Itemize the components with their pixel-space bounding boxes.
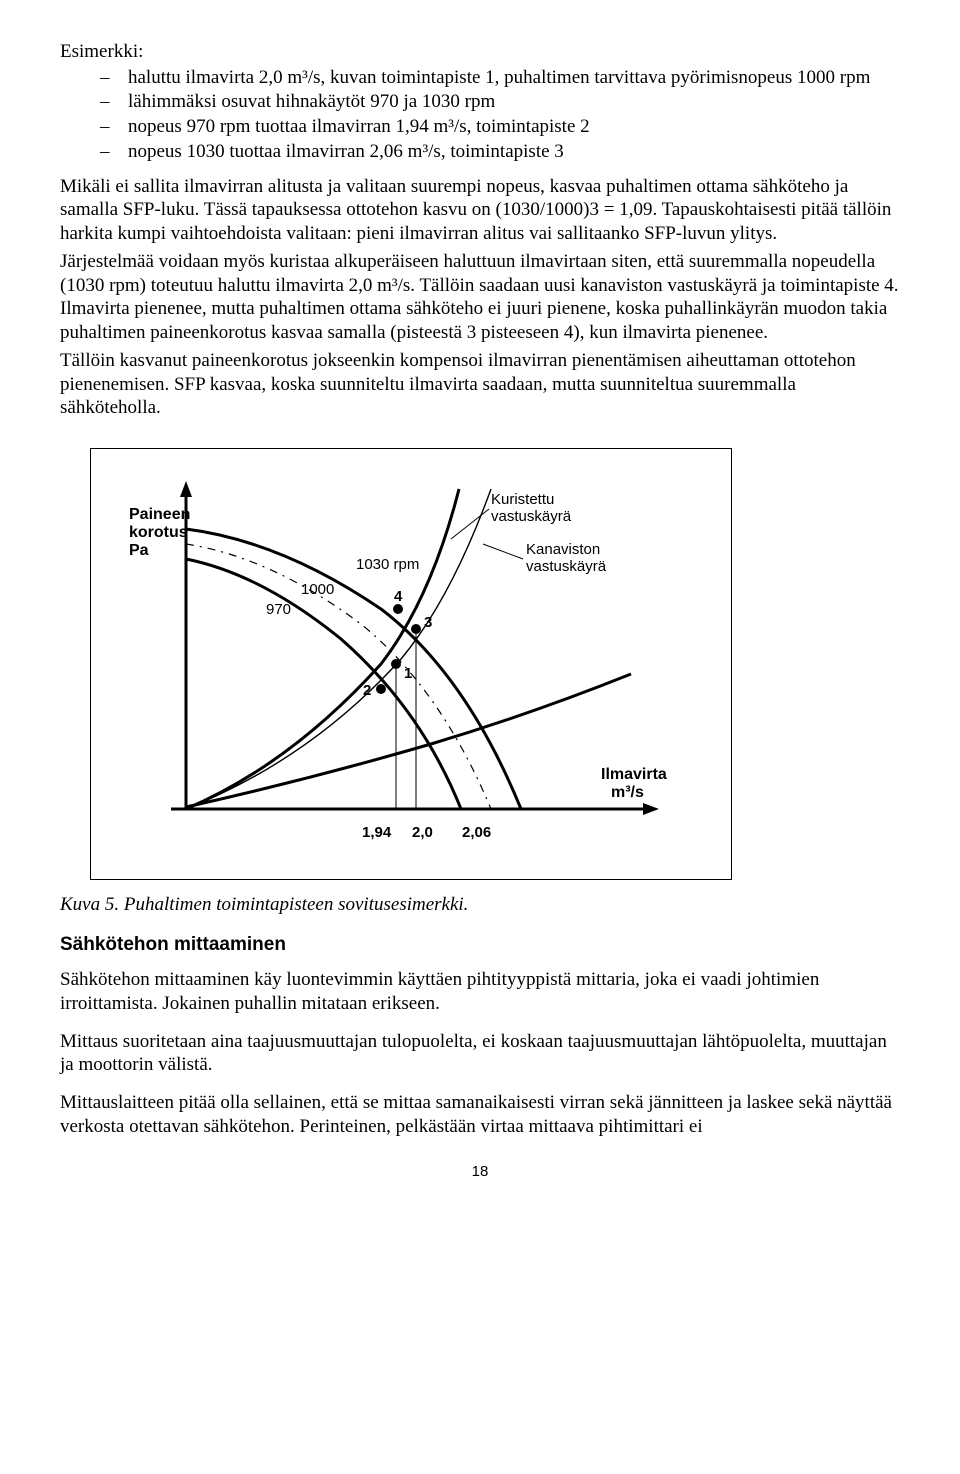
svg-text:970: 970 [266, 601, 291, 618]
svg-text:m³/s: m³/s [611, 784, 644, 801]
bullet-1: haluttu ilmavirta 2,0 m³/s, kuvan toimin… [100, 66, 900, 91]
section-heading: Sähkötehon mittaaminen [60, 934, 900, 956]
svg-text:Ilmavirta: Ilmavirta [601, 766, 667, 783]
svg-text:1030 rpm: 1030 rpm [356, 556, 419, 573]
bullet-4: nopeus 1030 tuottaa ilmavirran 2,06 m³/s… [100, 140, 900, 165]
body-paragraph-6: Mittauslaitteen pitää olla sellainen, et… [60, 1091, 900, 1139]
svg-text:Kuristettu: Kuristettu [491, 491, 554, 508]
example-bullets: haluttu ilmavirta 2,0 m³/s, kuvan toimin… [60, 66, 900, 165]
svg-text:Kanaviston: Kanaviston [526, 541, 600, 558]
svg-text:Paineen: Paineen [129, 506, 190, 523]
svg-text:2,06: 2,06 [462, 824, 491, 841]
svg-text:3: 3 [424, 614, 432, 631]
example-label: Esimerkki: [60, 40, 900, 64]
svg-text:Pa: Pa [129, 542, 149, 559]
svg-text:2,0: 2,0 [412, 824, 433, 841]
svg-text:1000: 1000 [301, 581, 334, 598]
bullet-2: lähimmäksi osuvat hihnakäytöt 970 ja 103… [100, 90, 900, 115]
body-paragraph-5: Mittaus suoritetaan aina taajuusmuuttaja… [60, 1030, 900, 1078]
body-paragraph-1: Mikäli ei sallita ilmavirran alitusta ja… [60, 175, 900, 246]
svg-text:1,94: 1,94 [362, 824, 392, 841]
svg-text:vastuskäyrä: vastuskäyrä [526, 558, 607, 575]
svg-text:korotus: korotus [129, 524, 188, 541]
body-paragraph-3: Tällöin kasvanut paineenkorotus jokseenk… [60, 349, 900, 420]
figure-caption: Kuva 5. Puhaltimen toimintapisteen sovit… [60, 894, 900, 916]
page-number: 18 [60, 1163, 900, 1180]
body-paragraph-2: Järjestelmää voidaan myös kuristaa alkup… [60, 250, 900, 345]
bullet-3: nopeus 970 rpm tuottaa ilmavirran 1,94 m… [100, 115, 900, 140]
body-paragraph-4: Sähkötehon mittaaminen käy luontevimmin … [60, 968, 900, 1016]
svg-text:2: 2 [363, 682, 371, 699]
svg-text:1: 1 [404, 665, 412, 682]
fan-curve-figure: Paineen korotus Pa Ilmavirta m³/s Kurist… [90, 448, 732, 880]
svg-text:vastuskäyrä: vastuskäyrä [491, 508, 572, 525]
svg-text:4: 4 [394, 588, 403, 605]
